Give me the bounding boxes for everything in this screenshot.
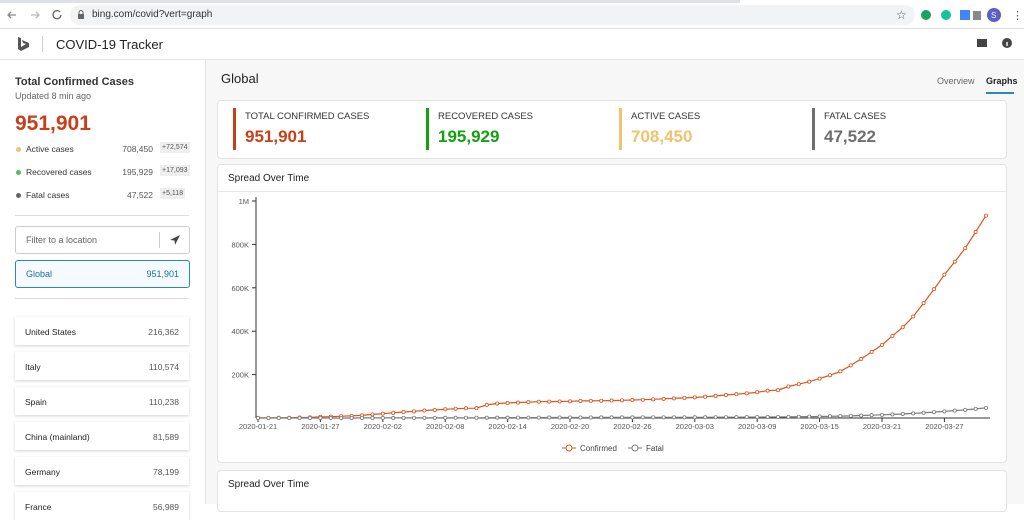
country-name: China (mainland) (25, 432, 90, 442)
country-value: 110,238 (148, 397, 179, 407)
stat-value: 47,522 (127, 190, 153, 200)
total: 951,901 (15, 112, 91, 135)
summary-label: ACTIVE CASES (631, 111, 701, 122)
stat-label: Fatal cases (26, 190, 70, 200)
sidebar-title: Total Confirmed Cases (15, 76, 134, 88)
country-value: 110,574 (148, 362, 179, 372)
summary-value: 47,522 (824, 127, 876, 146)
divider (42, 36, 43, 52)
sidebar: Total Confirmed Cases Updated 8 min ago … (0, 60, 206, 520)
region: Global (221, 71, 259, 86)
browser-bar: bing.com/covid?vert=graph ☆ S ⋮ (0, 0, 1024, 29)
country-row[interactable]: China (mainland) 81,589 (15, 422, 189, 450)
summary-card: TOTAL CONFIRMED CASES 951,901 RECOVERED CA… (217, 100, 1007, 159)
selected-name: Global (26, 269, 53, 279)
stat-dot (16, 193, 21, 198)
main: Global Overview Graphs TOTAL CONFIRMED C… (206, 60, 1024, 512)
extension-icons: ☆ S ⋮ (896, 8, 1023, 22)
section-title: Spread Over Time (228, 479, 310, 490)
summary-label: FATAL CASES (824, 111, 887, 122)
chart-card: Spread Over Time (217, 164, 1007, 463)
divider (218, 191, 1006, 192)
summary-value: 951,901 (245, 127, 307, 146)
stat-value: 708,450 (122, 144, 153, 154)
app-title: COVID-19 Tracker (56, 37, 163, 52)
country-value: 78,199 (153, 467, 179, 477)
country-name: United States (25, 327, 77, 337)
summary-label: RECOVERED CASES (438, 111, 534, 122)
stat-value: 195,929 (122, 167, 153, 177)
selected-value: 951,901 (146, 269, 179, 279)
search-placeholder: Filter to a location (26, 235, 98, 245)
stat-delta: +5,118 (160, 188, 186, 199)
summary-bar (233, 108, 236, 150)
nav-buttons[interactable] (0, 0, 90, 28)
country-row[interactable]: United States 216,362 (15, 317, 189, 345)
summary-value: 708,450 (631, 127, 693, 146)
divider (15, 215, 189, 216)
chart-title: Spread Over Time (228, 173, 310, 184)
country-name: Spain (25, 397, 47, 407)
stat-delta: +17,093 (160, 165, 190, 176)
country-value: 81,589 (153, 432, 179, 442)
stat-dot (16, 170, 21, 175)
country-value: 216,362 (148, 327, 179, 337)
tab-underline (986, 92, 1014, 94)
divider (159, 232, 160, 248)
summary-label: TOTAL CONFIRMED CASES (245, 111, 370, 122)
summary-value: 195,929 (438, 127, 500, 146)
svg-text:☆: ☆ (896, 8, 907, 22)
selected-location[interactable]: Global 951,901 (15, 260, 190, 288)
stat-label: Active cases (26, 144, 74, 154)
country-row[interactable]: France 56,989 (15, 492, 189, 520)
country-name: Italy (25, 362, 41, 372)
country-row[interactable]: Italy 110,574 (15, 352, 189, 380)
url: bing.com/covid?vert=graph (92, 9, 213, 20)
address-bar[interactable]: bing.com/covid?vert=graph (70, 5, 915, 25)
stat-delta: +72,574 (160, 142, 190, 153)
svg-text:S: S (991, 11, 996, 20)
lock-icon (78, 10, 84, 19)
chart-card-2: Spread Over Time (217, 470, 1007, 512)
country-row[interactable]: Spain 110,238 (15, 387, 189, 415)
bing-logo (18, 37, 29, 51)
stat-label: Recovered cases (26, 167, 92, 177)
summary-bar (812, 108, 815, 150)
search-box[interactable]: Filter to a location (15, 226, 190, 254)
svg-text:⋮: ⋮ (1012, 10, 1023, 22)
tab-strip (0, 0, 740, 3)
country-row[interactable]: Germany 78,199 (15, 457, 189, 485)
country-name: Germany (25, 467, 60, 477)
tab-active[interactable]: Graphs (986, 76, 1018, 86)
updated: Updated 8 min ago (15, 91, 92, 101)
stat-dot (16, 147, 21, 152)
summary-bar (426, 108, 429, 150)
locate-icon[interactable] (169, 234, 181, 246)
header-icons[interactable] (975, 37, 1015, 51)
divider (15, 298, 189, 299)
app-header: COVID-19 Tracker (0, 29, 1024, 60)
tab[interactable]: Overview (937, 76, 975, 86)
summary-bar (619, 108, 622, 150)
